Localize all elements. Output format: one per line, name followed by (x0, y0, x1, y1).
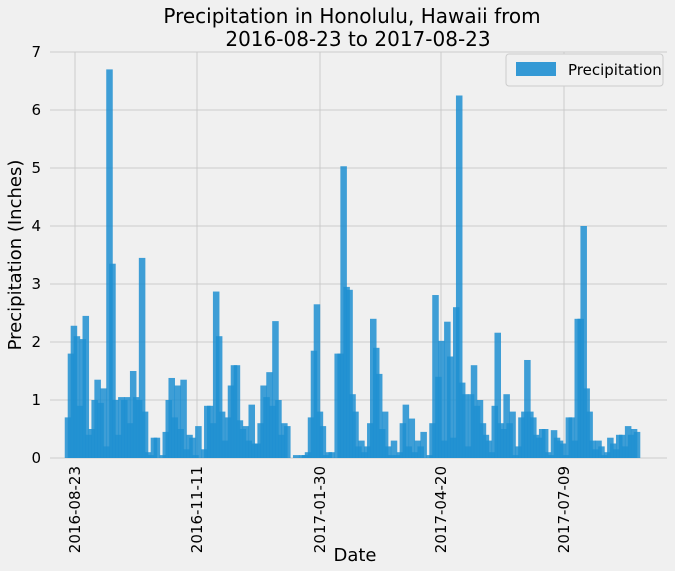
bar (509, 411, 516, 458)
bar (352, 411, 359, 458)
bar (455, 95, 463, 458)
x-tick-label: 2016-11-11 (188, 466, 206, 553)
bar (494, 332, 502, 458)
bar (447, 356, 454, 458)
y-axis-label: Precipitation (Inches) (5, 160, 26, 351)
bar (272, 321, 279, 458)
bar (180, 379, 187, 458)
chart-title-line-2: 2016-08-23 to 2017-08-23 (225, 27, 490, 51)
bars-group (64, 69, 641, 459)
bar (438, 340, 445, 458)
legend: Precipitation (505, 53, 664, 87)
legend-swatch (516, 62, 556, 76)
y-tick-label: 2 (31, 333, 41, 351)
bar (432, 295, 439, 458)
bar (292, 455, 300, 458)
x-tick-label: 2017-01-30 (311, 466, 329, 553)
bar (390, 440, 398, 458)
bar (598, 446, 605, 458)
bar (375, 373, 383, 458)
bar (568, 417, 576, 458)
x-axis-label: Date (333, 545, 376, 566)
bar (384, 446, 392, 458)
bar (408, 418, 416, 458)
y-tick-label: 5 (31, 159, 41, 177)
y-tick-label: 3 (31, 275, 41, 293)
bar (189, 437, 196, 458)
bar (524, 359, 531, 458)
bar (100, 388, 107, 458)
x-axis: 2016-08-23 2016-11-11 2017-01-30 2017-04-20… (66, 466, 573, 553)
y-tick-label: 7 (31, 43, 41, 61)
y-tick-label: 4 (31, 217, 41, 235)
bar (328, 452, 336, 458)
bar (195, 426, 202, 458)
bar (109, 263, 116, 458)
legend-label-precipitation: Precipitation (568, 61, 662, 79)
bar (153, 437, 161, 458)
y-tick-label: 1 (31, 391, 41, 409)
y-tick-label: 6 (31, 101, 41, 119)
x-tick-label: 2017-07-09 (555, 466, 573, 553)
bar (346, 289, 353, 458)
bar (420, 431, 427, 458)
bar (402, 404, 410, 458)
bar (381, 411, 389, 458)
y-tick-label: 0 (31, 449, 41, 467)
bar (633, 431, 641, 458)
bar (248, 404, 256, 458)
bar (218, 411, 226, 458)
bar (313, 304, 321, 458)
chart-title-line-1: Precipitation in Honolulu, Hawaii from (163, 4, 540, 28)
y-axis: 0 1 2 3 4 5 6 7 (31, 43, 41, 467)
bar (284, 426, 291, 458)
bar (233, 365, 241, 458)
bar (319, 426, 327, 458)
bar (275, 400, 282, 458)
bar (586, 411, 593, 458)
bar (358, 440, 365, 458)
bar (174, 385, 181, 458)
bar (580, 226, 587, 458)
bar (73, 336, 81, 458)
bar (138, 257, 146, 458)
bar (141, 411, 149, 458)
bar (215, 336, 223, 458)
x-tick-label: 2017-04-20 (432, 466, 450, 553)
bar (112, 400, 119, 458)
bar (485, 440, 493, 458)
bar (541, 429, 549, 458)
x-tick-label: 2016-08-23 (66, 466, 84, 553)
bar (559, 443, 567, 458)
bar (461, 394, 469, 458)
bar (82, 315, 90, 458)
